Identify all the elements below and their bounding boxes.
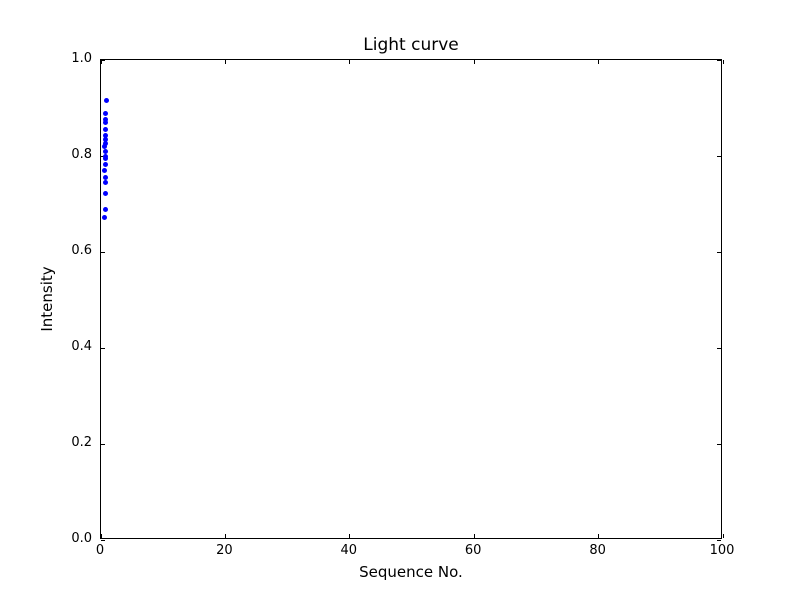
y-tick-label: 0.2 (71, 435, 92, 450)
y-tick-mark (101, 347, 105, 349)
y-tick-mark (101, 59, 105, 61)
x-axis-label: Sequence No. (359, 563, 463, 581)
data-point (103, 136, 109, 142)
chart-title: Light curve (363, 35, 459, 55)
y-tick-mark (101, 443, 105, 445)
y-tick-mark (101, 251, 105, 253)
y-tick-label: 0.4 (71, 339, 92, 354)
y-tick-label: 0.8 (71, 147, 92, 162)
y-tick-mark (717, 251, 721, 253)
data-point (103, 156, 109, 162)
x-tick-mark (100, 534, 102, 538)
data-point (103, 174, 109, 180)
data-point (103, 126, 109, 132)
data-point (103, 110, 109, 116)
data-point (102, 140, 108, 146)
y-tick-mark (717, 59, 721, 61)
x-tick-label: 100 (709, 543, 735, 558)
data-point (102, 191, 108, 197)
data-point (102, 215, 108, 221)
x-tick-mark (722, 534, 724, 538)
data-point (102, 161, 108, 167)
data-point (102, 180, 108, 186)
x-tick-label: 0 (95, 543, 105, 558)
y-tick-mark (101, 539, 105, 541)
x-tick-mark (349, 534, 351, 538)
x-tick-label: 20 (216, 543, 233, 558)
x-tick-mark (722, 60, 724, 64)
y-tick-mark (717, 347, 721, 349)
x-tick-mark (100, 60, 102, 64)
data-point (103, 116, 109, 122)
y-tick-label: 0.0 (71, 531, 92, 546)
data-point (102, 207, 108, 213)
y-tick-mark (717, 443, 721, 445)
x-tick-mark (598, 534, 600, 538)
y-tick-label: 0.6 (71, 243, 92, 258)
plot-area (100, 59, 724, 541)
data-point (102, 120, 108, 126)
y-tick-mark (717, 155, 721, 157)
data-point (101, 168, 107, 174)
y-tick-mark (717, 539, 721, 541)
x-tick-label: 40 (340, 543, 358, 558)
x-tick-label: 80 (589, 543, 606, 558)
x-tick-mark (473, 534, 475, 538)
x-tick-mark (473, 60, 475, 64)
y-axis-label: Intensity (38, 266, 56, 332)
data-point (102, 144, 108, 150)
data-point (102, 153, 108, 159)
data-point (103, 148, 109, 154)
x-tick-mark (224, 60, 226, 64)
x-tick-mark (349, 60, 351, 64)
x-tick-mark (224, 534, 226, 538)
x-tick-label: 60 (464, 543, 482, 558)
x-tick-mark (598, 60, 600, 64)
data-point (104, 98, 110, 104)
data-point (102, 133, 108, 139)
y-tick-label: 1.0 (71, 51, 92, 66)
